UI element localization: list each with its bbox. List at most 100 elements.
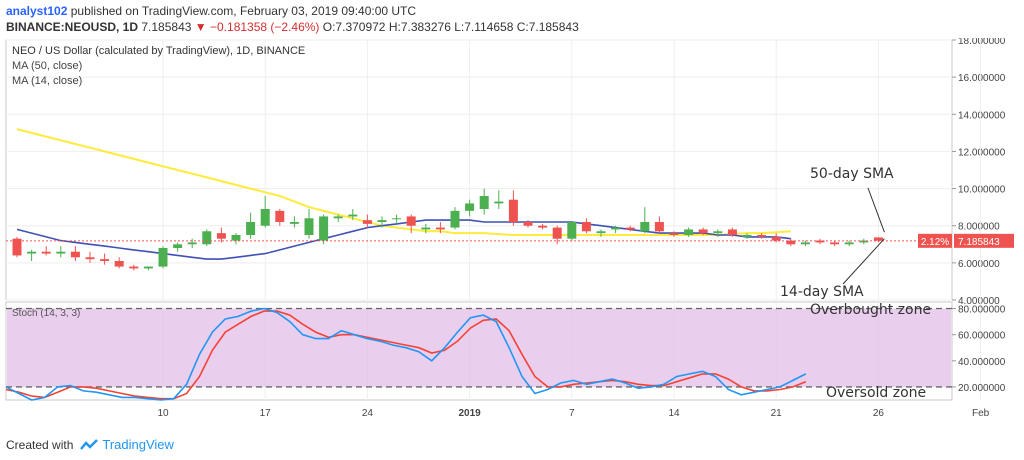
candle-body (304, 218, 314, 235)
x-tick-label: 26 (873, 408, 885, 419)
author-link[interactable]: analyst102 (6, 4, 68, 18)
symbol-label: BINANCE:NEOUSD, 1D (6, 20, 139, 34)
candle-body (216, 233, 226, 239)
candle-body (377, 220, 387, 222)
chart-title: NEO / US Dollar (calculated by TradingVi… (12, 45, 305, 57)
candle-body (538, 225, 548, 228)
created-with-label: Created with (6, 437, 74, 452)
overbought-annotation: Overbought zone (810, 302, 931, 318)
stoch-title: Stoch (14, 3, 3) (12, 308, 80, 319)
candle-body (392, 218, 402, 220)
pct-badge-text: 2.12% (921, 237, 949, 248)
candle-body (100, 259, 110, 261)
candle-body (873, 237, 883, 241)
candle-body (757, 235, 767, 237)
tradingview-logo[interactable]: TradingView (79, 437, 174, 452)
ma50-annotation: 50-day SMA (810, 166, 894, 182)
x-tick-label: 17 (260, 408, 272, 419)
x-tick-label: 10 (157, 408, 169, 419)
candle-body (450, 210, 460, 228)
candle-body (654, 222, 664, 232)
candle-body (815, 240, 825, 243)
x-tick-label: Feb (972, 408, 990, 419)
candle-body (552, 227, 562, 239)
stoch-band-fill (7, 308, 951, 387)
candle-body (581, 222, 591, 232)
price-tick-label: 4.000000 (958, 296, 1000, 307)
candle-body (859, 240, 869, 243)
candle-body (114, 261, 124, 267)
candle-body (421, 227, 431, 230)
stoch-pane-frame (5, 301, 953, 401)
ma14-annotation: 14-day SMA (780, 284, 864, 300)
candle-body (684, 229, 694, 235)
candle-body (640, 222, 650, 232)
candle-body (173, 244, 183, 248)
candle-body (56, 251, 66, 254)
candle-body (669, 233, 679, 235)
candle-body (202, 231, 212, 245)
candle-body (85, 257, 95, 260)
published-text: published on TradingView.com, February 0… (67, 4, 417, 18)
ohlc-info: BINANCE:NEOUSD, 1D 7.185843 ▼ −0.181358 … (6, 20, 579, 34)
candle-body (143, 266, 153, 269)
candle-body (129, 266, 139, 269)
candle-body (508, 199, 518, 222)
candle-body (406, 216, 416, 226)
candle-body (333, 216, 343, 219)
change-arrow: ▼ (194, 20, 207, 34)
publish-info: analyst102 published on TradingView.com,… (6, 4, 416, 18)
price-tick-label: 10.000000 (958, 185, 1006, 196)
x-tick-label: 14 (668, 408, 680, 419)
candle-body (800, 242, 810, 245)
chart-area: 4.000000 6.000000 8.000000 10.000000 12.0000… (5, 38, 1014, 419)
tradingview-cloud-icon (80, 438, 99, 450)
price-tick-label: 12.000000 (958, 147, 1006, 158)
stoch-tick-label: 60.000000 (958, 331, 1006, 342)
ma50-annotation-arrow (867, 187, 885, 233)
candle-body (289, 222, 299, 224)
candle-body (786, 240, 796, 245)
price-tick-label: 14.000000 (958, 110, 1006, 121)
candle-body (727, 229, 737, 235)
ma50-line (16, 128, 791, 236)
stoch-k-line (5, 307, 807, 401)
last-price-badge (954, 233, 1014, 248)
candle-body (362, 220, 372, 224)
candle-body (348, 214, 358, 217)
candle-body (246, 222, 256, 235)
candle-body (465, 203, 475, 211)
tradingview-brand: TradingView (102, 437, 174, 452)
candle-body (231, 235, 241, 241)
candle-body (275, 210, 285, 222)
last-price: 7.185843 (141, 20, 192, 34)
stoch-tick-label: 80.000000 (958, 305, 1006, 316)
candle-body (771, 236, 781, 241)
stoch-tick-label: 40.000000 (958, 357, 1006, 368)
x-tick-label: 7 (569, 408, 575, 419)
candle-body (567, 222, 577, 239)
candle-body (844, 242, 854, 245)
x-tick-label: 24 (362, 408, 374, 419)
candle-body (260, 209, 270, 226)
candle-body (596, 231, 606, 234)
candle-body (611, 227, 621, 230)
candle-body (158, 248, 168, 267)
candle-body (435, 227, 445, 230)
price-tick-label: 16.000000 (958, 73, 1006, 84)
price-tick-label: 8.000000 (958, 222, 1000, 233)
price-change: −0.181358 (−2.46%) (210, 20, 320, 34)
candle-body (187, 242, 197, 245)
pct-badge (918, 233, 952, 248)
ma14-annotation-arrow (842, 238, 885, 285)
legend-entry: MA (14, close) (12, 75, 82, 87)
candle-body (12, 238, 22, 256)
price-tick-label: 18.000000 (958, 38, 1006, 47)
footer: Created with TradingView (6, 437, 174, 452)
candle-body (698, 229, 708, 234)
oversold-annotation: Oversold zone (826, 385, 926, 401)
stoch-d-line (5, 310, 807, 400)
candle-body (830, 242, 840, 245)
candle-body (742, 235, 752, 237)
last-price-badge-text: 7.185843 (958, 237, 1000, 248)
